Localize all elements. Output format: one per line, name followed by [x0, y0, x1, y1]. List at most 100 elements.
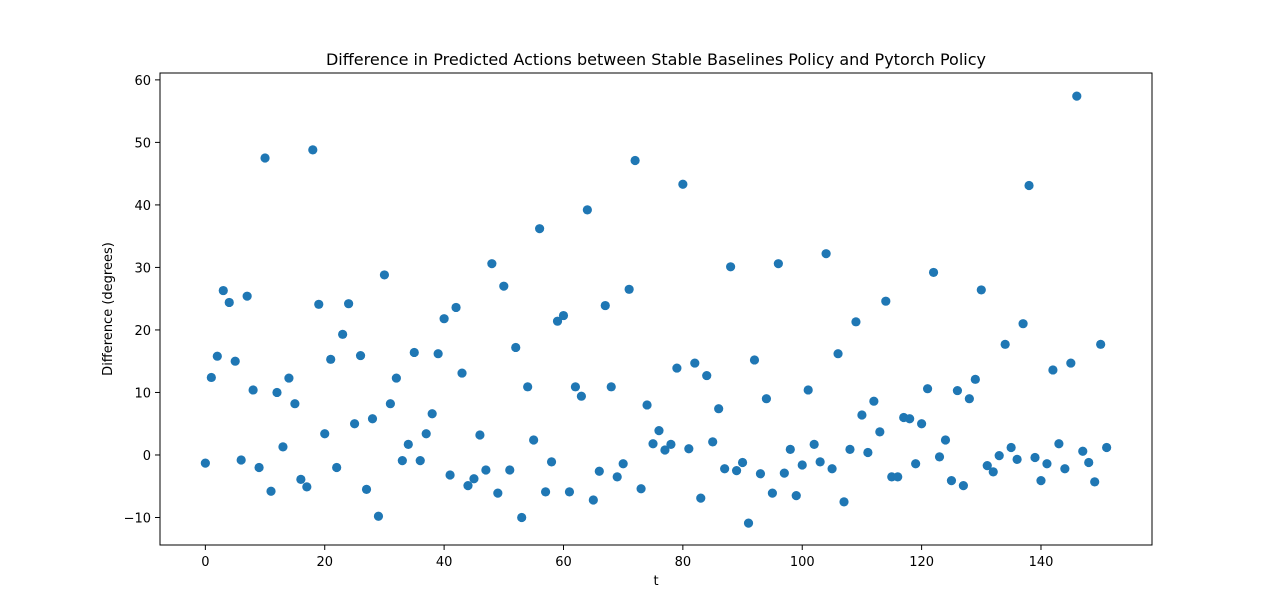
data-point: [349, 419, 360, 429]
plot-frame: [159, 72, 1153, 546]
data-point: [726, 262, 736, 272]
data-point: [433, 349, 443, 359]
data-point: [373, 511, 384, 521]
data-point: [320, 429, 330, 439]
data-point: [934, 452, 945, 462]
data-point: [928, 267, 939, 278]
data-point: [326, 354, 336, 364]
data-point: [242, 291, 252, 301]
data-point: [451, 302, 461, 313]
data-point: [737, 457, 748, 468]
data-point: [696, 493, 706, 503]
data-point: [427, 409, 437, 419]
data-point: [332, 462, 342, 473]
data-point: [684, 444, 694, 454]
data-point: [535, 224, 545, 234]
data-point: [976, 285, 986, 295]
plot-area: [159, 72, 1153, 546]
x-tick-label: 60: [555, 555, 572, 570]
data-point: [493, 488, 503, 498]
data-point: [863, 447, 873, 458]
data-point: [260, 153, 270, 163]
data-point: [457, 368, 467, 378]
x-axis: 0 20 40 60 80 100 120 140: [201, 545, 1053, 570]
data-point: [905, 414, 915, 424]
data-point: [1072, 91, 1082, 101]
data-point: [875, 427, 885, 437]
data-point: [248, 385, 258, 395]
data-point: [731, 466, 742, 476]
data-point: [361, 484, 372, 494]
data-point: [970, 374, 980, 384]
y-tick-label: 10: [134, 386, 151, 401]
data-point: [1096, 339, 1106, 349]
x-tick-label: 120: [909, 555, 934, 570]
data-point: [791, 491, 801, 501]
data-point: [1006, 442, 1016, 453]
data-point: [403, 439, 413, 449]
data-point: [582, 205, 592, 215]
data-point: [1036, 476, 1046, 486]
data-point: [200, 458, 210, 468]
data-point: [212, 351, 222, 361]
x-tick-label: 100: [790, 555, 815, 570]
data-point: [958, 481, 968, 491]
data-point: [540, 487, 551, 497]
x-tick-label: 0: [201, 555, 209, 570]
data-point: [982, 461, 992, 471]
data-point: [702, 370, 712, 381]
data-point: [439, 314, 449, 324]
x-tick-label: 40: [436, 555, 453, 570]
data-point: [564, 487, 575, 497]
data-point: [284, 373, 294, 383]
data-point: [618, 459, 628, 469]
data-point: [409, 347, 419, 358]
x-tick-label: 80: [675, 555, 692, 570]
data-point: [558, 310, 569, 321]
data-point: [893, 472, 903, 482]
data-point: [827, 464, 837, 474]
data-point: [654, 425, 664, 436]
data-point: [576, 391, 586, 401]
data-point: [206, 372, 216, 383]
data-point: [839, 497, 849, 507]
data-point: [636, 484, 646, 494]
data-point: [445, 470, 455, 480]
data-point: [266, 486, 276, 496]
data-point: [397, 456, 407, 466]
data-point: [809, 439, 819, 449]
data-point: [355, 350, 366, 361]
data-point: [505, 465, 515, 475]
data-point: [761, 394, 772, 404]
data-point: [714, 404, 724, 414]
y-tick-label: 20: [134, 324, 151, 339]
data-points: [200, 91, 1112, 528]
data-point: [481, 465, 491, 475]
data-point: [517, 512, 527, 523]
data-point: [272, 387, 282, 398]
data-point: [642, 400, 652, 410]
x-tick-label: 140: [1029, 555, 1054, 570]
data-point: [773, 259, 783, 269]
data-point: [624, 284, 634, 294]
data-point: [994, 451, 1004, 461]
data-point: [463, 481, 473, 491]
data-point: [529, 435, 539, 445]
data-point: [224, 297, 234, 308]
data-point: [940, 435, 951, 445]
data-point: [338, 329, 348, 339]
data-point: [1102, 442, 1112, 453]
data-point: [911, 459, 921, 469]
data-point: [869, 396, 879, 406]
data-point: [952, 385, 963, 396]
data-point: [964, 394, 974, 404]
data-point: [469, 474, 479, 484]
data-point: [391, 373, 401, 383]
data-point: [946, 476, 957, 486]
data-point: [1060, 464, 1070, 474]
data-point: [421, 429, 431, 439]
data-point: [1012, 454, 1022, 464]
data-point: [767, 488, 777, 498]
y-tick-label: 50: [134, 136, 151, 151]
